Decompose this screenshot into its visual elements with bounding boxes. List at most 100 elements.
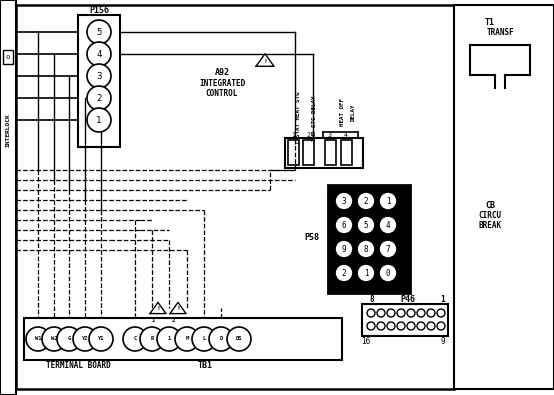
Circle shape — [377, 322, 385, 330]
Circle shape — [387, 309, 395, 317]
Text: L: L — [202, 337, 206, 342]
Text: G: G — [68, 337, 70, 342]
Circle shape — [73, 327, 97, 351]
Text: 4: 4 — [96, 49, 102, 58]
Polygon shape — [256, 54, 274, 66]
Circle shape — [335, 240, 353, 258]
Text: M: M — [186, 337, 188, 342]
Bar — [78, 15, 120, 147]
Text: 1: 1 — [96, 115, 102, 124]
Polygon shape — [150, 303, 166, 314]
Bar — [24, 318, 342, 360]
Text: TB1: TB1 — [197, 361, 213, 371]
Text: !: ! — [176, 307, 180, 312]
Circle shape — [407, 322, 415, 330]
Text: CONTROL: CONTROL — [206, 88, 238, 98]
Text: !: ! — [263, 58, 267, 64]
Circle shape — [357, 216, 375, 234]
Circle shape — [379, 240, 397, 258]
Circle shape — [87, 20, 111, 44]
Text: C: C — [134, 337, 137, 342]
Circle shape — [387, 322, 395, 330]
Circle shape — [42, 327, 66, 351]
Circle shape — [357, 240, 375, 258]
Text: R: R — [150, 337, 153, 342]
Text: 4: 4 — [386, 220, 391, 229]
Bar — [341, 140, 352, 165]
Text: DELAY: DELAY — [351, 103, 356, 121]
Text: 0: 0 — [386, 269, 391, 278]
Text: D: D — [219, 337, 223, 342]
Text: TERMINAL BOARD: TERMINAL BOARD — [45, 361, 110, 371]
Text: 8: 8 — [363, 245, 368, 254]
Circle shape — [123, 327, 147, 351]
Circle shape — [335, 216, 353, 234]
Text: 2: 2 — [342, 269, 346, 278]
Text: TRANSF: TRANSF — [486, 28, 514, 36]
Bar — [0, 0, 16, 395]
Text: 16: 16 — [361, 337, 371, 346]
Circle shape — [335, 192, 353, 210]
Circle shape — [379, 216, 397, 234]
Text: 2: 2 — [96, 94, 102, 102]
Circle shape — [209, 327, 233, 351]
Text: 1: 1 — [151, 318, 155, 322]
Text: P58: P58 — [305, 233, 320, 241]
Circle shape — [227, 327, 251, 351]
Circle shape — [357, 192, 375, 210]
Bar — [285, 138, 363, 168]
Text: DS: DS — [236, 337, 242, 342]
Circle shape — [57, 327, 81, 351]
Circle shape — [427, 309, 435, 317]
Bar — [3, 50, 13, 64]
Circle shape — [87, 86, 111, 110]
Circle shape — [157, 327, 181, 351]
Text: INTERLOCK: INTERLOCK — [6, 113, 11, 147]
Text: 5: 5 — [96, 28, 102, 36]
Circle shape — [437, 322, 445, 330]
Text: 1: 1 — [440, 295, 445, 305]
Text: CIRCU: CIRCU — [479, 211, 501, 220]
Circle shape — [87, 108, 111, 132]
Text: 3: 3 — [328, 132, 332, 138]
Text: 5: 5 — [363, 220, 368, 229]
Circle shape — [379, 192, 397, 210]
Bar — [325, 140, 336, 165]
Circle shape — [407, 309, 415, 317]
Text: W1: W1 — [35, 337, 41, 342]
Text: P156: P156 — [89, 6, 109, 15]
Text: Y2: Y2 — [82, 337, 88, 342]
Text: W2: W2 — [51, 337, 57, 342]
Text: 9: 9 — [440, 337, 445, 346]
Text: 8: 8 — [370, 295, 375, 305]
Circle shape — [89, 327, 113, 351]
Bar — [16, 5, 454, 389]
Circle shape — [379, 264, 397, 282]
Bar — [303, 140, 314, 165]
Circle shape — [357, 264, 375, 282]
Text: CB: CB — [485, 201, 495, 209]
Text: 7: 7 — [386, 245, 391, 254]
Circle shape — [417, 309, 425, 317]
Text: P46: P46 — [401, 295, 416, 305]
Circle shape — [417, 322, 425, 330]
Bar — [288, 140, 299, 165]
Circle shape — [335, 264, 353, 282]
Circle shape — [367, 309, 375, 317]
Text: BREAK: BREAK — [479, 220, 501, 229]
Text: 1: 1 — [363, 269, 368, 278]
Text: 3: 3 — [96, 71, 102, 81]
Text: !: ! — [156, 307, 160, 312]
Text: 2ND STG DELAY: 2ND STG DELAY — [311, 95, 316, 141]
Text: 1: 1 — [167, 337, 171, 342]
Circle shape — [175, 327, 199, 351]
Circle shape — [427, 322, 435, 330]
Text: 9: 9 — [342, 245, 346, 254]
Text: 6: 6 — [342, 220, 346, 229]
Bar — [362, 304, 448, 336]
Circle shape — [397, 322, 405, 330]
Bar — [328, 185, 410, 293]
Text: T1: T1 — [485, 17, 495, 26]
Text: 1: 1 — [386, 196, 391, 205]
Text: Y1: Y1 — [98, 337, 104, 342]
